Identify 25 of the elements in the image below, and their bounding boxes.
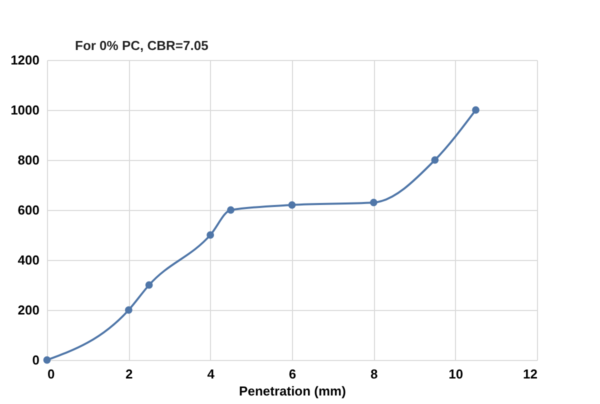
- point: [43, 356, 51, 364]
- point: [472, 106, 480, 114]
- y-tick-label: 1000: [10, 102, 40, 118]
- x-tick-label: 0: [48, 366, 55, 382]
- point: [227, 206, 234, 214]
- point: [431, 156, 439, 164]
- y-tick-label: 400: [18, 252, 40, 268]
- point: [288, 201, 296, 209]
- point: [370, 198, 378, 206]
- x-tick-label: 12: [523, 366, 538, 382]
- y-tick-label: 600: [18, 202, 40, 218]
- x-tick-label: 2: [126, 366, 133, 382]
- x-tick-label: 4: [207, 366, 216, 382]
- x-tick-label: 6: [288, 366, 296, 382]
- x-tick-label: 10: [448, 366, 464, 382]
- y-tick-label: 0: [32, 352, 40, 368]
- y-tick-label: 1200: [10, 52, 40, 68]
- text: For 0% PC, CBR=7.05: [75, 38, 208, 53]
- y-tick-label: 800: [18, 152, 40, 168]
- point: [206, 231, 214, 239]
- x-tick-label: 8: [370, 366, 378, 382]
- y-tick-label: 200: [18, 302, 40, 318]
- point: [145, 281, 153, 289]
- x-axis-title: Penetration (mm): [239, 384, 346, 398]
- point: [124, 306, 132, 314]
